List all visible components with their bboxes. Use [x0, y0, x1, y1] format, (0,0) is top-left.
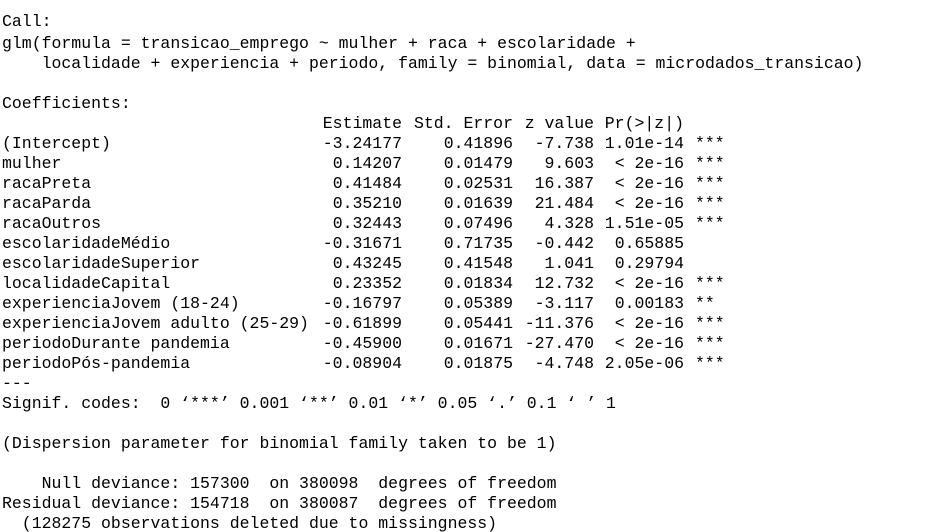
coef-cell: 9.603: [544, 154, 594, 173]
coef-cell: 0.29794: [614, 254, 684, 273]
coef-cell: 1.041: [544, 254, 594, 273]
deviance-line: Null deviance: 157300 on 380098 degrees …: [2, 474, 557, 493]
coef-cell: 0.41484: [332, 174, 402, 193]
coef-cell: < 2e-16: [614, 274, 684, 293]
coef-cell: -4.748: [534, 354, 594, 373]
coef-cell: 0.00183: [614, 294, 684, 313]
call-line: localidade + experiencia + periodo, fami…: [2, 54, 864, 73]
coef-name: racaParda: [2, 194, 92, 213]
column-header: z value: [524, 114, 594, 133]
coef-cell: 21.484: [534, 194, 594, 213]
coef-cell: 0.01671: [443, 334, 513, 353]
coef-cell: 4.328: [544, 214, 594, 233]
signif-stars: ***: [695, 354, 725, 373]
coef-cell: 0.41548: [443, 254, 513, 273]
signif-stars: ***: [695, 214, 725, 233]
coef-cell: 0.01639: [443, 194, 513, 213]
coef-name: escolaridadeMédio: [2, 234, 171, 253]
coef-cell: < 2e-16: [614, 194, 684, 213]
dispersion-note: (Dispersion parameter for binomial famil…: [2, 434, 557, 453]
coef-name: periodoDurante pandemia: [2, 334, 230, 353]
coef-name: experienciaJovem (18-24): [2, 294, 240, 313]
column-header: Estimate: [322, 114, 402, 133]
call-label: Call:: [2, 12, 52, 31]
coef-cell: 0.41896: [443, 134, 513, 153]
signif-stars: ***: [695, 334, 725, 353]
call-line: glm(formula = transicao_emprego ~ mulher…: [2, 34, 646, 53]
coef-cell: 0.01834: [443, 274, 513, 293]
coef-cell: -3.117: [534, 294, 594, 313]
coef-cell: 0.43245: [332, 254, 402, 273]
deviance-line: (128275 observations deleted due to miss…: [2, 514, 498, 532]
coef-cell: -3.24177: [322, 134, 402, 153]
coef-name: localidadeCapital: [2, 274, 171, 293]
coef-cell: 0.05441: [443, 314, 513, 333]
separator: ---: [2, 374, 32, 393]
coef-cell: 0.14207: [332, 154, 402, 173]
coef-name: periodoPós-pandemia: [2, 354, 191, 373]
coef-cell: -0.442: [534, 234, 594, 253]
coef-name: experienciaJovem adulto (25-29): [2, 314, 309, 333]
coef-name: racaPreta: [2, 174, 92, 193]
signif-stars: ***: [695, 194, 725, 213]
signif-stars: ***: [695, 154, 725, 173]
coef-name: racaOutros: [2, 214, 102, 233]
coefficients-label: Coefficients:: [2, 94, 131, 113]
coef-cell: 0.01875: [443, 354, 513, 373]
coef-cell: 1.01e-14: [604, 134, 684, 153]
coef-cell: -0.08904: [322, 354, 402, 373]
coef-cell: < 2e-16: [614, 154, 684, 173]
coef-cell: 2.05e-06: [604, 354, 684, 373]
coef-cell: 0.02531: [443, 174, 513, 193]
coef-cell: 0.01479: [443, 154, 513, 173]
coef-cell: 0.65885: [614, 234, 684, 253]
signif-stars: ***: [695, 174, 725, 193]
signif-stars: ***: [695, 134, 725, 153]
coef-name: (Intercept): [2, 134, 111, 153]
coef-cell: -0.61899: [322, 314, 402, 333]
signif-stars: **: [695, 294, 715, 313]
coef-cell: 16.387: [534, 174, 594, 193]
column-header: Std. Error: [413, 114, 513, 133]
coef-cell: 0.05389: [443, 294, 513, 313]
coef-cell: -11.376: [524, 314, 594, 333]
coef-cell: -0.45900: [322, 334, 402, 353]
coef-cell: 0.07496: [443, 214, 513, 233]
coef-cell: < 2e-16: [614, 174, 684, 193]
coef-cell: 0.35210: [332, 194, 402, 213]
coef-cell: 0.23352: [332, 274, 402, 293]
coef-cell: -27.470: [524, 334, 594, 353]
coef-name: escolaridadeSuperior: [2, 254, 201, 273]
coef-cell: 12.732: [534, 274, 594, 293]
column-header: Pr(>|z|): [604, 114, 684, 133]
signif-stars: ***: [695, 314, 725, 333]
signif-stars: ***: [695, 274, 725, 293]
coef-cell: -7.738: [534, 134, 594, 153]
coef-cell: < 2e-16: [614, 314, 684, 333]
coef-cell: 0.71735: [443, 234, 513, 253]
coef-cell: -0.16797: [322, 294, 402, 313]
deviance-line: Residual deviance: 154718 on 380087 degr…: [2, 494, 557, 513]
coef-cell: < 2e-16: [614, 334, 684, 353]
signif-codes: Signif. codes: 0 ‘***’ 0.001 ‘**’ 0.01 ‘…: [2, 394, 616, 413]
coef-cell: 0.32443: [332, 214, 402, 233]
coef-cell: -0.31671: [322, 234, 402, 253]
coef-name: mulher: [2, 154, 62, 173]
coef-cell: 1.51e-05: [604, 214, 684, 233]
